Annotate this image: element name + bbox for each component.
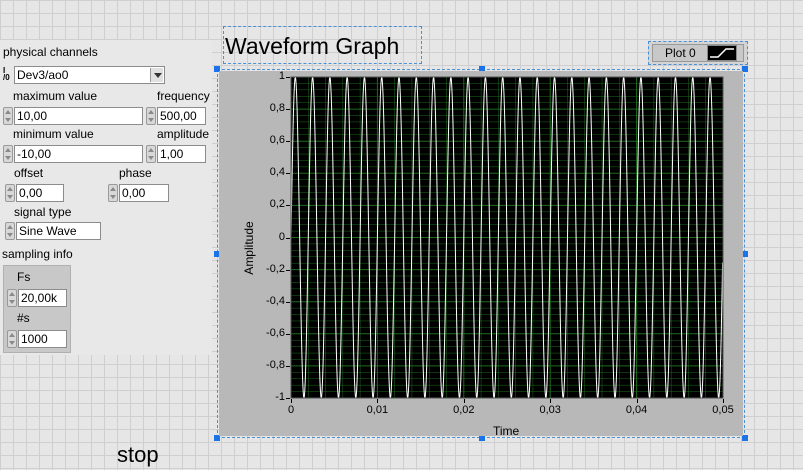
y-tick-mark (286, 77, 290, 78)
max-value-spinner[interactable] (3, 107, 13, 125)
y-tick-label: 1 (278, 70, 285, 82)
y-tick-mark (286, 141, 290, 143)
channels-value: Dev3/ao0 (17, 68, 69, 82)
ns-spinner[interactable] (7, 330, 17, 348)
graph-title: Waveform Graph (225, 33, 400, 59)
y-tick-mark (286, 109, 290, 111)
legend-line-icon (707, 45, 737, 61)
frequency-label: frequency (157, 89, 210, 103)
y-tick-mark (286, 398, 290, 399)
frequency-field[interactable]: 500,00 (157, 107, 206, 125)
amplitude-label: amplitude (157, 127, 210, 141)
resize-handle[interactable] (742, 251, 748, 257)
x-axis-label: Time (493, 424, 520, 438)
sampling-info-label: sampling info (2, 247, 73, 261)
y-tick-mark (286, 333, 290, 335)
y-tick-label: 0 (278, 230, 285, 243)
phase-field[interactable]: 0,00 (119, 184, 169, 202)
y-tick-mark (286, 173, 290, 175)
x-tick-mark (463, 399, 465, 403)
y-tick-mark (286, 205, 290, 207)
resize-handle[interactable] (214, 435, 220, 441)
plot-border (290, 76, 724, 399)
channels-label: physical channels (3, 45, 98, 59)
y-tick-mark (286, 269, 290, 271)
offset-spinner[interactable] (5, 184, 15, 202)
min-value-spinner[interactable] (3, 145, 13, 163)
y-tick-mark (286, 237, 290, 239)
amplitude-field[interactable]: 1,00 (157, 145, 206, 163)
signal-type-label: signal type (14, 205, 72, 219)
x-tick-label: 0,05 (712, 404, 734, 416)
y-tick-label: -0,4 (266, 294, 285, 307)
io-channel-icon: I/0 (3, 66, 10, 82)
x-tick-label: 0,03 (539, 404, 561, 416)
x-tick-label: 0,01 (366, 404, 389, 416)
y-tick-label: 0,2 (269, 198, 285, 211)
resize-handle[interactable] (742, 66, 748, 72)
max-value-field[interactable]: 10,00 (14, 107, 143, 125)
x-tick-mark (723, 399, 724, 403)
y-tick-mark (286, 301, 290, 303)
y-tick-label: 0,8 (269, 102, 285, 115)
y-tick-label: -0,8 (266, 358, 285, 371)
stop-label[interactable]: stop (117, 442, 159, 467)
x-tick-label: 0,02 (453, 404, 475, 416)
min-value-label: minimum value (13, 127, 94, 141)
x-tick-label: 0 (287, 404, 295, 416)
dropdown-arrow-icon[interactable] (150, 68, 163, 82)
amplitude-spinner[interactable] (146, 145, 156, 163)
waveform-plot[interactable] (283, 70, 733, 410)
series-line-plot-0 (290, 76, 724, 399)
y-tick-label: 0,6 (269, 134, 285, 147)
resize-handle[interactable] (214, 251, 220, 257)
plot-legend[interactable]: Plot 0 (648, 41, 748, 65)
y-axis-label: Amplitude (242, 221, 256, 275)
signal-type-field[interactable]: Sine Wave (16, 222, 101, 240)
max-value-label: maximum value (13, 89, 98, 103)
resize-handle[interactable] (742, 435, 748, 441)
y-tick-label: 0,4 (269, 166, 285, 179)
x-tick-label: 0,04 (625, 404, 648, 416)
offset-label: offset (14, 166, 44, 180)
legend-label: Plot 0 (665, 46, 696, 60)
y-tick-label: -0,6 (266, 326, 285, 339)
resize-handle[interactable] (479, 435, 485, 441)
phase-label: phase (119, 166, 152, 180)
frequency-spinner[interactable] (146, 107, 156, 125)
fs-field[interactable]: 20,00k (18, 289, 67, 307)
channels-dropdown[interactable]: Dev3/ao0 (14, 66, 165, 84)
resize-handle[interactable] (479, 66, 485, 72)
ns-field[interactable]: 1000 (18, 330, 67, 348)
x-tick-mark (291, 399, 292, 403)
ns-label: #s (17, 311, 30, 325)
y-tick-label: -0,2 (266, 262, 285, 275)
x-tick-mark (636, 399, 638, 403)
x-tick-mark (377, 399, 379, 403)
phase-spinner[interactable] (108, 184, 118, 202)
graph-title-selection (223, 26, 422, 64)
fs-spinner[interactable] (7, 289, 17, 307)
y-tick-label: -1 (275, 391, 285, 403)
signal-type-spinner[interactable] (5, 222, 15, 240)
fs-label: Fs (17, 270, 31, 284)
y-tick-mark (286, 365, 290, 367)
offset-field[interactable]: 0,00 (16, 184, 64, 202)
resize-handle[interactable] (214, 66, 220, 72)
min-value-field[interactable]: -10,00 (14, 145, 143, 163)
x-tick-mark (550, 399, 552, 403)
